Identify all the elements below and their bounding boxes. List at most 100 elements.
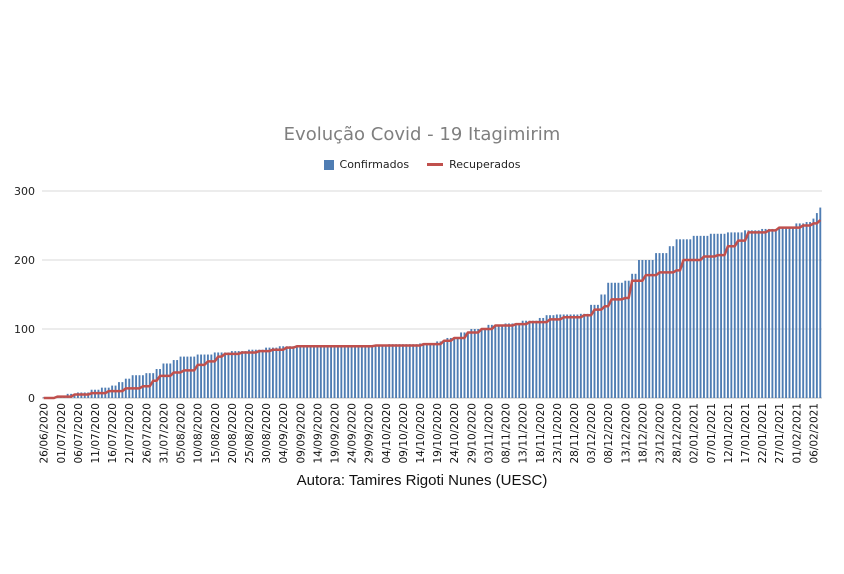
chart-title: Evolução Covid - 19 Itagimirim (283, 124, 561, 145)
bar-confirmados (511, 323, 514, 398)
bar-confirmados (306, 345, 309, 398)
x-tick-label: 24/10/2020 (449, 403, 461, 464)
bar-confirmados (672, 246, 675, 398)
x-tick-label: 09/09/2020 (295, 403, 307, 464)
bar-confirmados (747, 230, 750, 398)
bar-confirmados (200, 354, 203, 398)
bar-confirmados (668, 246, 671, 398)
bar-confirmados (446, 337, 449, 398)
bar-confirmados (624, 280, 627, 398)
bar-confirmados (665, 253, 668, 398)
bar-confirmados (234, 351, 237, 398)
x-tick-label: 07/01/2021 (706, 403, 718, 464)
bar-confirmados (576, 314, 579, 398)
bar-confirmados (237, 351, 240, 398)
bar-confirmados (265, 347, 268, 398)
bar-confirmados (802, 223, 805, 398)
bar-confirmados (330, 345, 333, 398)
x-tick-label: 19/10/2020 (432, 403, 444, 464)
bar-confirmados (374, 344, 377, 398)
x-tick-label: 31/07/2020 (158, 403, 170, 464)
x-tick-label: 30/08/2020 (261, 403, 273, 464)
bar-confirmados (518, 323, 521, 398)
bar-confirmados (549, 315, 551, 398)
x-tick-label: 28/12/2020 (672, 403, 684, 464)
bar-confirmados (354, 345, 356, 398)
bar-confirmados (552, 315, 555, 398)
x-tick-label: 21/07/2020 (124, 403, 136, 464)
bar-confirmados (682, 239, 685, 398)
bar-confirmados (196, 354, 199, 398)
bar-confirmados (600, 294, 603, 398)
bar-confirmados (706, 235, 709, 398)
x-tick-label: 19/09/2020 (330, 403, 342, 464)
bar-confirmados (726, 232, 729, 398)
x-tick-label: 05/08/2020 (176, 403, 188, 464)
x-tick-label: 18/11/2020 (535, 403, 547, 464)
bar-confirmados (685, 239, 688, 398)
bar-confirmados (679, 239, 681, 398)
bar-confirmados (401, 344, 404, 398)
bar-confirmados (501, 324, 504, 398)
bar-confirmados (703, 235, 705, 398)
bar-confirmados (183, 356, 185, 398)
bar-confirmados (713, 233, 716, 398)
bar-confirmados (378, 344, 380, 398)
bar-confirmados (193, 356, 196, 398)
bar-confirmados (494, 324, 497, 398)
bar-confirmados (422, 343, 425, 398)
bar-confirmados (323, 345, 326, 398)
x-tick-label: 26/07/2020 (141, 403, 153, 464)
bar-confirmados (788, 226, 791, 398)
bar-confirmados (371, 345, 374, 398)
bar-confirmados (525, 320, 528, 398)
bar-confirmados (350, 345, 353, 398)
x-tick-label: 03/11/2020 (483, 403, 495, 464)
x-tick-label: 23/11/2020 (552, 403, 564, 464)
x-tick-label: 20/08/2020 (227, 403, 239, 464)
bar-confirmados (720, 233, 723, 398)
bar-confirmados (487, 324, 490, 398)
x-tick-label: 14/10/2020 (415, 403, 427, 464)
bar-confirmados (627, 280, 630, 398)
bar-confirmados (778, 226, 781, 398)
author-credit: Autora: Tamires Rigoti Nunes (UESC) (296, 472, 548, 489)
bar-confirmados (460, 332, 463, 398)
bar-confirmados (651, 260, 654, 398)
bar-confirmados (398, 344, 401, 398)
bar-confirmados (436, 341, 439, 398)
x-tick-label: 04/09/2020 (278, 403, 290, 464)
bar-confirmados (165, 363, 168, 398)
legend-swatch-recuperados (427, 163, 444, 166)
bar-confirmados (692, 235, 695, 398)
bar-confirmados (179, 356, 182, 398)
bar-confirmados (689, 239, 692, 398)
bar-confirmados (271, 347, 274, 398)
bar-confirmados (415, 344, 418, 398)
x-tick-label: 06/07/2020 (73, 403, 85, 464)
x-tick-label: 10/08/2020 (193, 403, 205, 464)
legend: Confirmados Recuperados (0, 158, 844, 171)
bar-confirmados (268, 347, 271, 398)
bar-confirmados (508, 323, 510, 398)
bar-confirmados (699, 235, 702, 398)
bar-confirmados (661, 253, 664, 398)
line-recuperados (43, 219, 822, 400)
bar-confirmados (531, 320, 534, 398)
legend-label-confirmados: Confirmados (339, 158, 410, 171)
bar-confirmados (463, 332, 466, 398)
bar-confirmados (443, 341, 445, 398)
bar-confirmados (490, 324, 493, 398)
x-tick-label: 14/09/2020 (312, 403, 324, 464)
x-tick-label: 02/01/2021 (689, 403, 701, 464)
bar-confirmados (791, 226, 794, 398)
bar-confirmados (275, 347, 278, 398)
bar-confirmados (248, 349, 250, 398)
bar-confirmados (528, 320, 531, 398)
bar-confirmados (744, 230, 746, 398)
bar-confirmados (754, 230, 757, 398)
x-tick-label: 18/12/2020 (637, 403, 649, 464)
bar-confirmados (730, 232, 733, 398)
bar-confirmados (395, 344, 398, 398)
